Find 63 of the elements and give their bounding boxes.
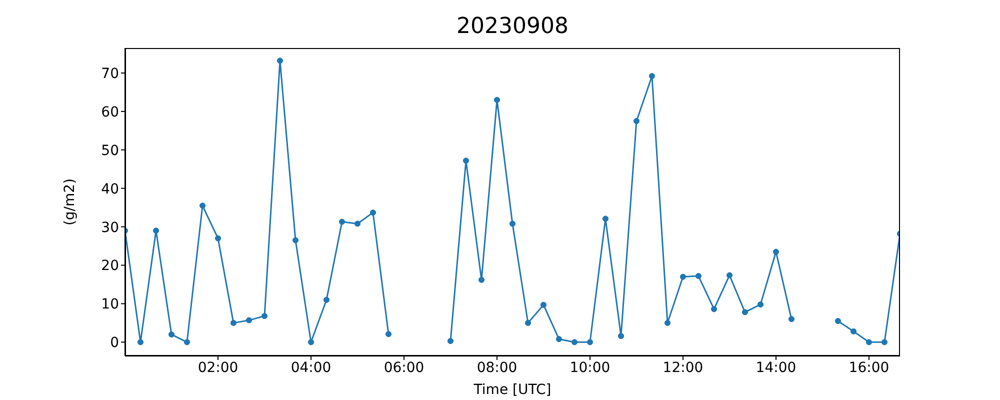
- point: [680, 274, 686, 280]
- point: [757, 301, 764, 308]
- y-tick-label: 60: [101, 104, 119, 120]
- x-axis-title: Time [UTC]: [472, 382, 552, 398]
- point: [276, 58, 284, 64]
- point: [726, 272, 733, 278]
- y-tick-label: 70: [101, 66, 119, 82]
- point: [524, 320, 532, 326]
- x-tick-label: 04:00: [290, 360, 332, 376]
- point: [370, 210, 376, 216]
- point: [152, 228, 160, 234]
- chart-title: 20230908: [456, 14, 570, 39]
- point: [199, 202, 206, 209]
- point: [648, 73, 656, 80]
- x-tick-label: 12:00: [662, 360, 704, 376]
- point: [184, 339, 190, 346]
- point: [137, 339, 144, 346]
- y-axis-title: (g/m2): [62, 178, 78, 226]
- x-tick-label: 02:00: [198, 360, 238, 376]
- x-tick-label: 10:00: [570, 360, 610, 376]
- point: [571, 339, 578, 346]
- point: [695, 272, 702, 280]
- point: [881, 339, 888, 346]
- x-tick-label: 08:00: [476, 360, 518, 376]
- x-tick-label: 16:00: [848, 360, 890, 376]
- point: [494, 96, 500, 103]
- point: [447, 338, 454, 344]
- point: [540, 302, 547, 308]
- point: [866, 339, 872, 346]
- point: [710, 306, 718, 312]
- point: [214, 235, 222, 242]
- point: [618, 332, 624, 340]
- point: [664, 320, 671, 326]
- x-tick-label: 14:00: [756, 360, 796, 376]
- point: [168, 331, 175, 338]
- point: [354, 220, 361, 227]
- point: [509, 220, 516, 227]
- point: [850, 328, 857, 334]
- y-tick-label: 30: [101, 220, 119, 236]
- point: [385, 331, 392, 338]
- point: [308, 339, 314, 346]
- y-tick-label: 20: [101, 258, 119, 274]
- point: [633, 118, 640, 124]
- point: [478, 276, 485, 283]
- point: [246, 317, 252, 324]
- point: [230, 320, 237, 326]
- y-tick-label: 0: [110, 335, 119, 352]
- point: [788, 316, 795, 322]
- point: [323, 296, 330, 303]
- point: [261, 312, 268, 320]
- point: [602, 216, 609, 222]
- point: [586, 339, 594, 346]
- point: [834, 318, 842, 324]
- point: [772, 248, 780, 255]
- y-tick-label: 50: [101, 142, 119, 159]
- point: [292, 237, 299, 244]
- x-tick-label: 06:00: [384, 360, 424, 376]
- point: [556, 336, 562, 342]
- y-tick-label: 10: [101, 296, 119, 313]
- point: [338, 218, 346, 225]
- y-tick-label: 40: [101, 181, 119, 198]
- point: [742, 309, 748, 316]
- point: [462, 158, 470, 164]
